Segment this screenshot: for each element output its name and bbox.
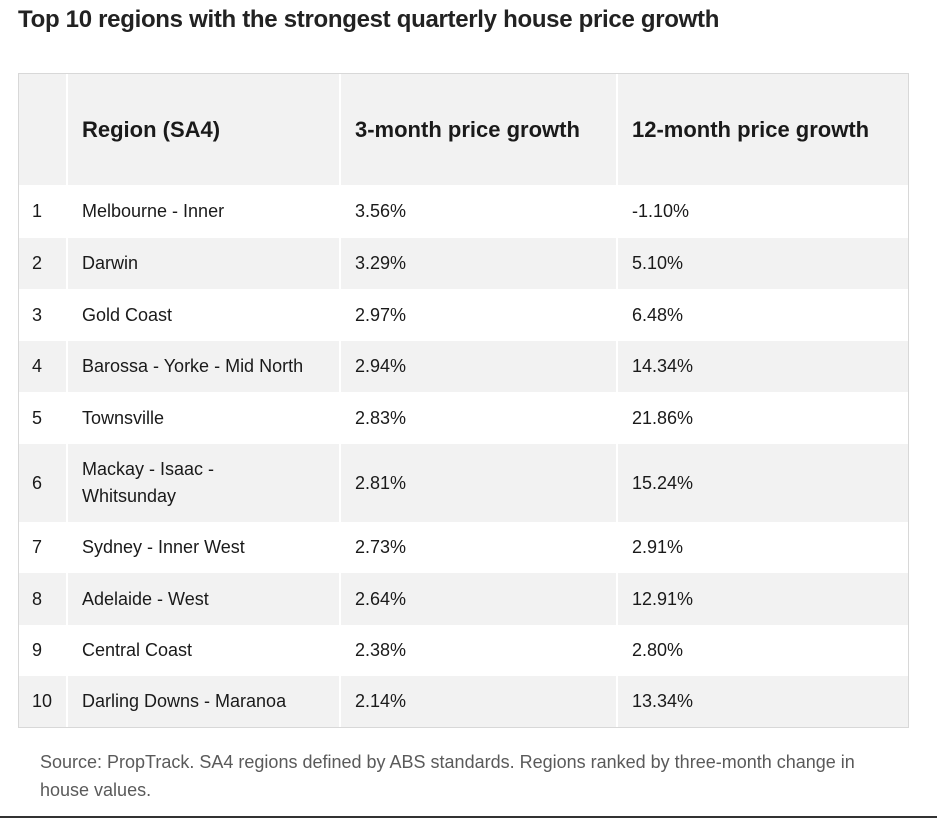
three-month-cell: 2.14% <box>340 676 618 727</box>
region-cell: Barossa - Yorke - Mid North <box>67 341 341 392</box>
twelve-month-cell: 2.91% <box>632 537 684 557</box>
data-table: Region (SA4) 3-month price growth 12-mon… <box>19 74 908 727</box>
rank-cell: 7 <box>19 522 68 573</box>
header-three-month-growth: 3-month price growth <box>340 74 618 185</box>
region-cell: Mackay - Isaac - Whitsunday <box>67 444 341 522</box>
header-region: Region (SA4) <box>67 74 341 185</box>
rank-cell: 3 <box>19 289 68 341</box>
rank-cell: 6 <box>19 444 68 522</box>
table-header: Region (SA4) 3-month price growth 12-mon… <box>19 74 908 185</box>
source-note: Source: PropTrack. SA4 regions defined b… <box>40 752 855 800</box>
table-row: 6 Mackay - Isaac - Whitsunday 2.81% 15.2… <box>19 444 908 522</box>
table-row: 2 Darwin 3.29% 5.10% <box>19 238 908 289</box>
twelve-month-cell: 6.48% <box>632 304 684 325</box>
region-cell: Melbourne - Inner <box>67 185 341 238</box>
twelve-month-cell: 12.91% <box>632 588 694 609</box>
table-body: 1 Melbourne - Inner 3.56% -1.10% 2 Darwi… <box>19 185 908 727</box>
region-cell: Darling Downs - Maranoa <box>67 676 341 727</box>
three-month-cell: 3.56% <box>340 185 618 238</box>
header-rank <box>19 74 68 185</box>
three-month-cell: 2.97% <box>340 289 618 341</box>
region-cell: Darwin <box>67 238 341 289</box>
table-row: 9 Central Coast 2.38% 2.80% <box>19 625 908 676</box>
three-month-cell: 2.83% <box>340 392 618 444</box>
bottom-divider <box>0 816 937 818</box>
region-cell: Adelaide - West <box>67 573 341 625</box>
price-growth-table: Region (SA4) 3-month price growth 12-mon… <box>18 73 909 728</box>
table-row: 4 Barossa - Yorke - Mid North 2.94% 14.3… <box>19 341 908 392</box>
rank-cell: 1 <box>19 185 68 238</box>
rank-cell: 8 <box>19 573 68 625</box>
three-month-cell: 2.94% <box>340 341 618 392</box>
table-row: 10 Darling Downs - Maranoa 2.14% 13.34% <box>19 676 908 727</box>
table-row: 3 Gold Coast 2.97% 6.48% <box>19 289 908 341</box>
three-month-cell: 3.29% <box>340 238 618 289</box>
three-month-cell: 2.81% <box>340 444 618 522</box>
twelve-month-cell: 13.34% <box>632 691 694 711</box>
table-row: 5 Townsville 2.83% 21.86% <box>19 392 908 444</box>
region-cell: Townsville <box>67 392 341 444</box>
region-cell: Gold Coast <box>67 289 341 341</box>
twelve-month-cell: 21.86% <box>632 407 694 428</box>
region-cell: Sydney - Inner West <box>67 522 341 573</box>
header-row: Region (SA4) 3-month price growth 12-mon… <box>19 74 908 185</box>
three-month-cell: 2.38% <box>340 625 618 676</box>
table-row: 8 Adelaide - West 2.64% 12.91% <box>19 573 908 625</box>
table-row: 7 Sydney - Inner West 2.73% 2.91% <box>19 522 908 573</box>
rank-cell: 2 <box>19 238 68 289</box>
twelve-month-cell: 15.24% <box>632 472 694 493</box>
twelve-month-cell: 14.34% <box>632 356 694 376</box>
twelve-month-cell: 2.80% <box>632 640 684 660</box>
three-month-cell: 2.64% <box>340 573 618 625</box>
rank-cell: 9 <box>19 625 68 676</box>
page-title: Top 10 regions with the strongest quarte… <box>18 6 720 33</box>
three-month-cell: 2.73% <box>340 522 618 573</box>
header-twelve-month-growth: 12-month price growth <box>632 117 870 142</box>
table-row: 1 Melbourne - Inner 3.56% -1.10% <box>19 185 908 238</box>
rank-cell: 10 <box>19 676 68 727</box>
rank-cell: 4 <box>19 341 68 392</box>
twelve-month-cell: 5.10% <box>632 253 684 273</box>
rank-cell: 5 <box>19 392 68 444</box>
region-cell: Central Coast <box>67 625 341 676</box>
twelve-month-cell: -1.10% <box>632 201 690 221</box>
